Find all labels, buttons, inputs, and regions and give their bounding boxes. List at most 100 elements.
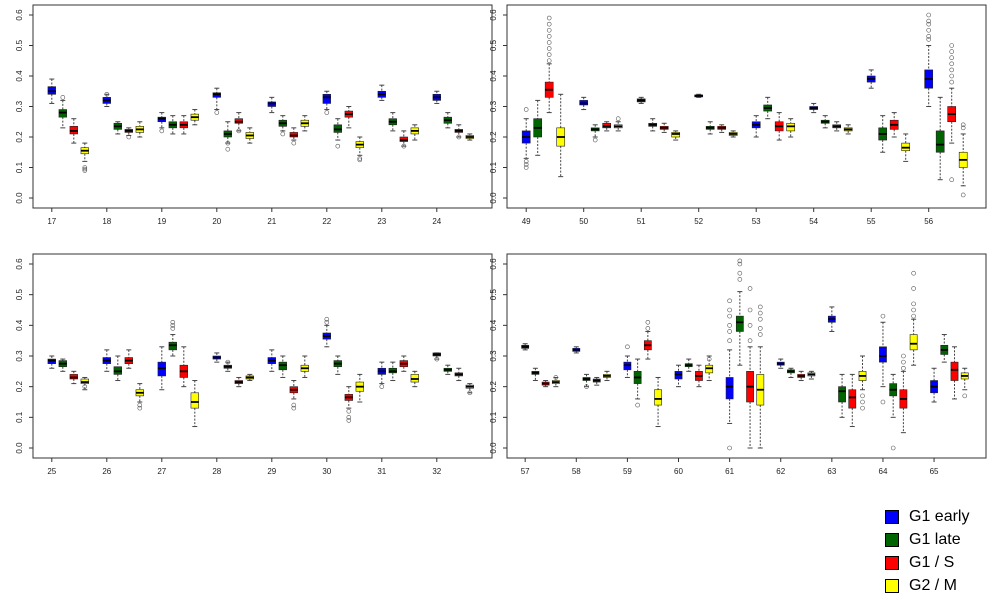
box-56-g2-m [958, 122, 968, 198]
x-tick-label: 58 [572, 467, 581, 476]
box-25-g2-m [80, 376, 89, 391]
y-tick-label: 0.0 [15, 192, 24, 204]
y-tick-label: 0.6 [489, 9, 498, 21]
y-tick-label: 0.6 [15, 9, 24, 21]
outlier [546, 34, 552, 39]
box-26-g2-m [135, 383, 144, 411]
box [190, 392, 199, 409]
x-tick-label: 55 [867, 217, 876, 226]
outlier [546, 21, 552, 27]
y-tick-label: 0.2 [15, 131, 24, 143]
outlier [456, 134, 462, 140]
x-tick-label: 29 [267, 467, 276, 476]
box-50-g1-late [590, 124, 600, 143]
x-tick-label: 27 [157, 467, 166, 476]
box-60-g2-m [705, 355, 714, 382]
plot-frame [32, 253, 493, 459]
box-61-g1-s [746, 286, 754, 449]
outlier [757, 326, 763, 331]
outlier [949, 177, 955, 182]
outlier [523, 159, 529, 164]
outlier [949, 67, 955, 73]
x-tick-label: 49 [522, 217, 531, 226]
x-tick-label: 63 [827, 467, 836, 476]
panel-top-left: 0.0 0.1 0.2 0.3 0.4 0.5 0.6 17 18 19 20 21 22 23 24 [15, 4, 493, 226]
box-59-g1-early [623, 344, 632, 378]
outlier [727, 338, 732, 343]
box-20-g1-early [212, 87, 221, 115]
box-21-g1-s [289, 127, 298, 146]
outlier [926, 37, 932, 42]
legend-swatch-g1-early [885, 509, 899, 524]
box-64-g1-s [899, 353, 908, 434]
box-58-g1-s [592, 376, 601, 386]
box-57-g1-late [531, 367, 540, 382]
outlier [82, 168, 88, 173]
y-tick-label: 0.2 [489, 131, 498, 143]
box-27-g1-s [179, 346, 188, 388]
outlier [706, 356, 712, 362]
panel-top-right: 0.0 0.1 0.2 0.3 0.4 0.5 0.6 49 50 51 52 53 54 55 56 [489, 4, 987, 226]
box-18-g1-s [124, 127, 133, 140]
outlier [727, 307, 732, 313]
y-tick-label: 0.3 [15, 100, 24, 112]
outlier [546, 40, 552, 45]
box [909, 334, 918, 351]
y-tick-label: 0.6 [15, 258, 24, 270]
y-tick-label: 0.3 [15, 350, 24, 362]
box [725, 377, 734, 400]
x-tick-label: 59 [623, 467, 632, 476]
outlier [747, 323, 753, 328]
legend-item-g1-late: G1 late [885, 528, 969, 551]
box-23-g1-s [399, 130, 408, 149]
legend-item-g1-s: G1 / S [885, 551, 969, 574]
box-51-g1-s [659, 122, 669, 133]
outlier [890, 445, 896, 451]
outlier [214, 110, 220, 115]
outlier [104, 92, 110, 97]
outlier [757, 332, 763, 337]
box-17-g1-s [69, 118, 78, 144]
outlier [546, 27, 552, 33]
outlier [926, 27, 932, 33]
box-59-g1-s [643, 319, 652, 360]
box-17-g1-late [58, 95, 67, 129]
box [735, 315, 744, 332]
x-tick-label: 56 [924, 217, 933, 226]
outlier [280, 131, 286, 137]
y-tick-label: 0.5 [15, 289, 24, 301]
outlier [523, 165, 529, 170]
y-tick-label: 0.2 [15, 381, 24, 393]
outlier [291, 405, 297, 411]
box-19-g1-early [157, 112, 166, 134]
outlier [324, 316, 330, 322]
outlier [901, 353, 906, 359]
x-tick-label: 57 [521, 467, 530, 476]
box-63-g1-early [827, 306, 836, 332]
outlier [335, 143, 341, 149]
box-29-g1-late [278, 355, 287, 378]
outlier [727, 298, 732, 304]
box-60-g1-s [695, 364, 703, 388]
box-63-g2-m [858, 355, 867, 411]
outlier [911, 301, 916, 307]
y-tick-label: 0.6 [489, 258, 498, 270]
box-22-g1-late [333, 118, 342, 149]
outlier [757, 310, 763, 316]
outlier [346, 408, 352, 414]
outlier [615, 116, 621, 121]
box-62-g1-late [787, 367, 795, 378]
y-tick-label: 0.4 [489, 70, 498, 82]
y-tick-label: 0.1 [489, 411, 498, 423]
box-51-g1-late [648, 118, 658, 132]
outlier [546, 46, 552, 51]
box-53-g1-late [763, 96, 773, 120]
legend-label-g1-early: G1 early [909, 507, 970, 525]
box-59-g1-late [633, 358, 642, 408]
box-59-g2-m [654, 376, 662, 428]
outlier [960, 122, 966, 128]
x-tick-label: 18 [102, 217, 111, 226]
box-58-g2-m [603, 370, 611, 382]
box-22-g1-early [322, 90, 331, 115]
y-tick-label: 0.4 [15, 70, 24, 82]
